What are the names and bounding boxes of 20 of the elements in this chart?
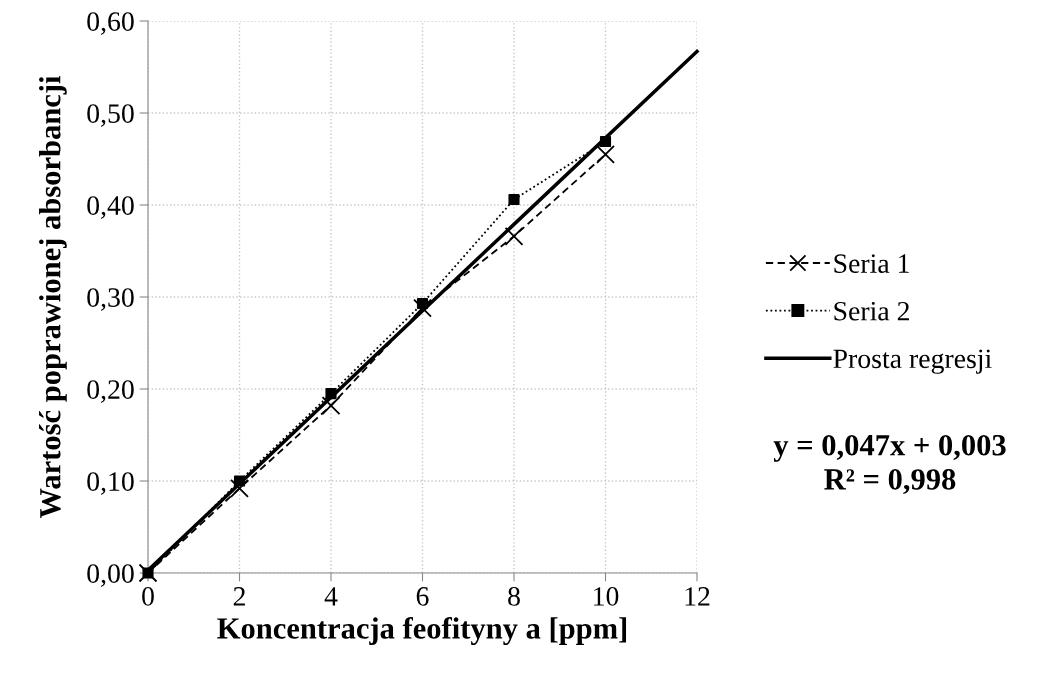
x-axis-title: Koncentracja feofityny a [ppm] (217, 616, 627, 646)
x-tick-label: 8 (508, 587, 520, 606)
y-tick-label: 0,10 (87, 472, 134, 495)
x-tick-label: 0 (142, 587, 154, 606)
y-tick-label: 0,20 (87, 380, 134, 403)
y-axis-title: Wartość poprawionej absorbancji (39, 75, 67, 519)
y-tick-label: 0,00 (87, 564, 134, 587)
y-tick-label: 0,60 (87, 12, 134, 35)
y-tick-label: 0,40 (87, 196, 134, 219)
legend-label: Seria 2 (834, 301, 909, 321)
x-tick-label: 10 (594, 587, 619, 606)
text: y = 0,047x + 0,003 R² = 0,998 (773, 434, 1006, 495)
x-tick-label: 6 (416, 587, 429, 606)
legend-label: Prosta regresji (833, 349, 992, 374)
legend-label: Seria 1 (834, 254, 909, 273)
y-tick-label: 0,30 (87, 288, 134, 311)
y-tick-label: 0,50 (87, 104, 134, 127)
x-tick-label: 12 (685, 587, 710, 606)
x-tick-label: 2 (233, 587, 245, 606)
x-tick-label: 4 (324, 587, 338, 606)
